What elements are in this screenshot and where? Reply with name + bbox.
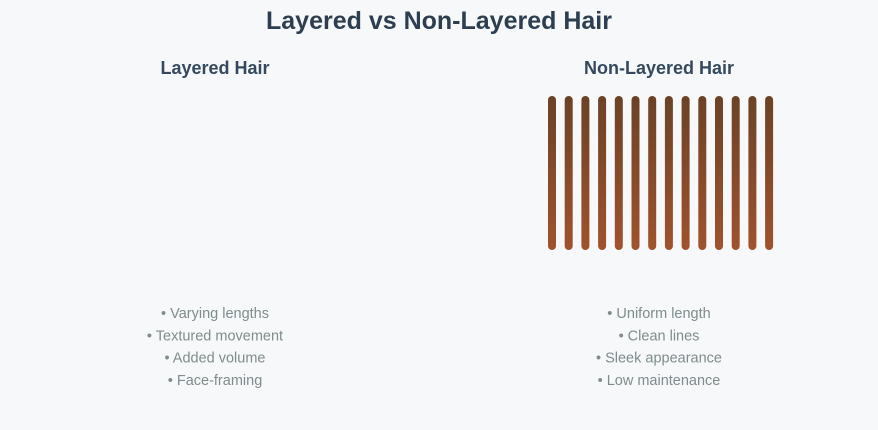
hair-strand (731, 96, 740, 250)
feature-point: • Textured movement (147, 328, 283, 344)
hair-strand (681, 96, 690, 250)
hair-strand (698, 96, 707, 250)
hair-strand (614, 96, 623, 250)
feature-point: • Varying lengths (161, 306, 269, 322)
feature-point: • Face-framing (168, 373, 263, 389)
hair-strand (548, 96, 556, 250)
panel-heading: Non-Layered Hair (584, 58, 734, 78)
layered-panel: Layered Hair • Varying lengths • Textured… (104, 58, 330, 389)
title: Layered vs Non-Layered Hair (266, 7, 612, 35)
feature-point: • Uniform length (607, 306, 710, 322)
feature-point: • Sleek appearance (596, 351, 722, 367)
hair-strand (748, 96, 757, 250)
hair-strand (664, 96, 673, 250)
hair-strand (631, 96, 640, 250)
feature-point: • Clean lines (619, 328, 700, 344)
hair-strand (581, 96, 590, 250)
feature-point: • Added volume (164, 351, 265, 367)
panel-heading: Layered Hair (160, 58, 269, 78)
hair-strand (598, 96, 607, 250)
hair-strand (765, 96, 774, 250)
non-layered-panel: Non-Layered Hair • Uniform length • Clean… (548, 58, 774, 389)
hair-strand (564, 96, 573, 250)
hair-strand (715, 96, 723, 250)
feature-point: • Low maintenance (598, 373, 721, 389)
hair-strand (648, 96, 657, 250)
